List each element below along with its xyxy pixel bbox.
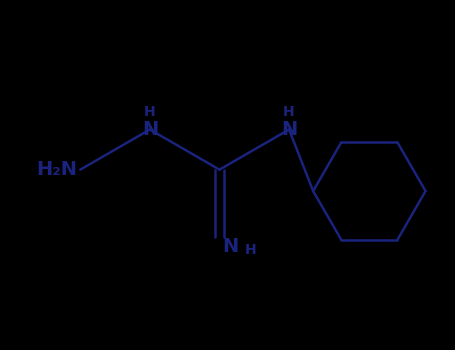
Text: N: N xyxy=(281,120,297,139)
Text: N: N xyxy=(222,237,238,256)
Text: N: N xyxy=(142,120,158,139)
Text: H: H xyxy=(144,105,156,119)
Text: H: H xyxy=(283,105,295,119)
Text: H: H xyxy=(245,243,257,257)
Text: H₂N: H₂N xyxy=(36,160,78,179)
